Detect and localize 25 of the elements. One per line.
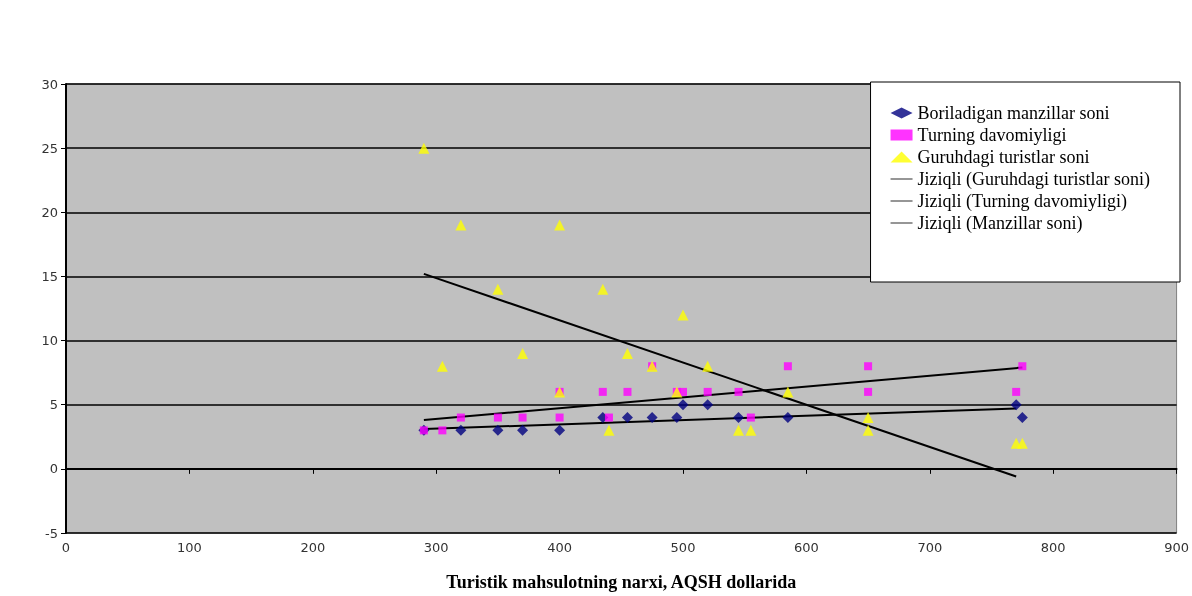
y-tick-label: 30: [41, 76, 58, 92]
y-tick-label: -5: [45, 525, 58, 541]
x-tick-label: 500: [670, 540, 696, 555]
legend-label: Guruhdagi turistlar soni: [917, 147, 1090, 167]
x-tick-label: 600: [793, 540, 819, 555]
x-tick-label: 700: [917, 540, 943, 555]
x-tick-label: 800: [1040, 540, 1066, 555]
x-tick-label: 0: [61, 540, 71, 555]
x-tick-label: 200: [300, 540, 326, 555]
x-tick-label: 400: [547, 540, 573, 555]
legend-label: Jiziqli (Manzillar soni): [917, 213, 1083, 234]
y-tick-label: 10: [41, 333, 58, 349]
y-tick-label: 15: [41, 268, 58, 284]
x-tick-label: 100: [176, 540, 202, 555]
x-axis-title: Turistik mahsulotning narxi, AQSH dollarida: [446, 572, 797, 592]
legend-label: Boriladigan manzillar soni: [917, 103, 1110, 123]
legend-label: Jiziqli (Guruhdagi turistlar soni): [917, 169, 1151, 190]
y-tick-label: 5: [49, 397, 58, 413]
y-tick-label: 25: [41, 140, 58, 156]
x-tick-label: 900: [1164, 540, 1190, 555]
legend-label: Turning davomiyligi: [917, 125, 1067, 145]
y-tick-label: 20: [41, 204, 58, 220]
y-tick-label: 0: [49, 461, 58, 477]
legend-label: Jiziqli (Turning davomiyligi): [917, 191, 1127, 212]
x-tick-label: 300: [423, 540, 449, 555]
